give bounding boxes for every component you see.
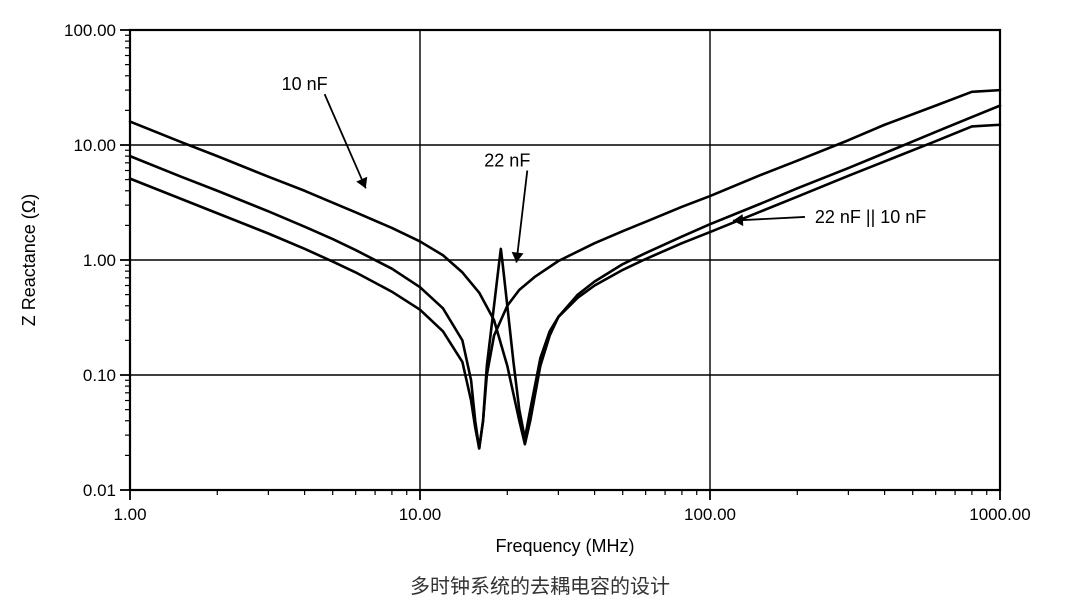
- figure-caption: 多时钟系统的去耦电容的设计: [0, 570, 1080, 599]
- x-tick-label: 100.00: [684, 505, 736, 524]
- x-tick-label: 1.00: [113, 505, 146, 524]
- y-tick-label: 1.00: [83, 251, 116, 270]
- annotation-label: 10 nF: [282, 74, 328, 94]
- y-axis-label: Z Reactance (Ω): [19, 194, 39, 327]
- x-tick-label: 10.00: [399, 505, 442, 524]
- y-tick-label: 0.01: [83, 481, 116, 500]
- y-tick-label: 10.00: [73, 136, 116, 155]
- y-tick-label: 0.10: [83, 366, 116, 385]
- x-tick-label: 1000.00: [969, 505, 1030, 524]
- x-axis-label: Frequency (MHz): [495, 536, 634, 556]
- annotation-label: 22 nF || 10 nF: [815, 207, 926, 227]
- y-tick-label: 100.00: [64, 21, 116, 40]
- chart-bg: [0, 0, 1080, 615]
- annotation-label: 22 nF: [484, 151, 530, 171]
